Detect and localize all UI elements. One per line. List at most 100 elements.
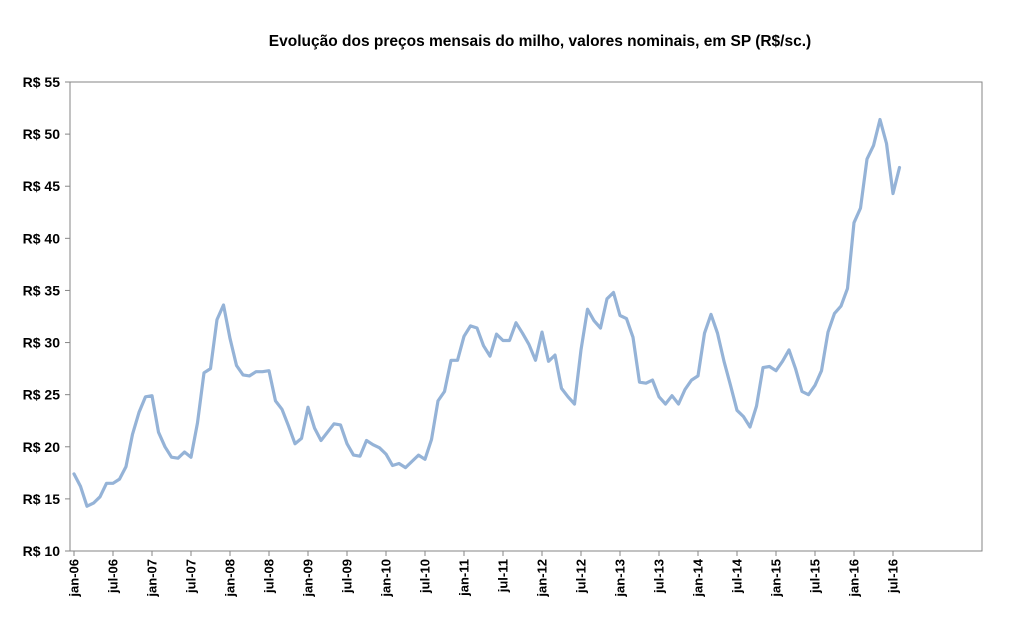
data-point <box>72 472 76 476</box>
data-point <box>852 221 856 224</box>
data-point <box>709 313 713 316</box>
data-point <box>599 326 602 330</box>
data-point <box>371 443 375 446</box>
data-point <box>774 369 778 372</box>
data-point <box>326 431 329 434</box>
y-tick-label: R$ 25 <box>23 387 61 403</box>
chart-title: Evolução dos preços mensais do milho, va… <box>268 33 812 50</box>
y-tick-label: R$ 45 <box>23 178 61 194</box>
data-point <box>261 370 264 373</box>
x-tick-label: jan-11 <box>457 559 472 597</box>
data-point <box>547 360 550 363</box>
data-point <box>293 442 297 445</box>
x-tick-label: jul-09 <box>340 559 355 594</box>
data-point <box>690 378 693 382</box>
data-point <box>573 402 576 406</box>
x-tick-label: jul-06 <box>106 559 121 594</box>
data-point <box>514 321 518 324</box>
data-point <box>339 423 342 427</box>
data-point <box>755 404 758 408</box>
data-point <box>553 353 557 357</box>
data-point <box>92 501 95 505</box>
data-point <box>495 333 498 336</box>
data-point <box>696 374 700 378</box>
data-point <box>839 304 843 308</box>
data-point <box>735 409 739 412</box>
x-tick-label: jan-12 <box>535 559 550 598</box>
x-tick-label: jul-13 <box>652 559 667 594</box>
data-point <box>287 424 290 428</box>
data-point <box>482 344 485 347</box>
data-point <box>651 378 654 382</box>
x-tick-label: jan-09 <box>301 559 316 598</box>
data-point <box>716 332 719 335</box>
data-point <box>488 354 492 358</box>
x-tick-label: jul-11 <box>496 559 511 593</box>
x-tick-label: jan-10 <box>379 559 394 598</box>
data-point <box>124 465 128 468</box>
data-point <box>365 439 368 442</box>
data-point <box>436 399 440 403</box>
data-point <box>248 374 251 378</box>
data-point <box>722 360 726 363</box>
series-line <box>72 117 902 508</box>
data-point <box>768 365 771 368</box>
data-point <box>644 382 648 385</box>
data-point <box>781 360 784 363</box>
data-point <box>332 422 336 425</box>
data-point <box>592 319 596 322</box>
x-tick-label: jul-08 <box>262 559 277 594</box>
x-tick-label: jul-16 <box>886 559 901 594</box>
data-point <box>384 452 388 456</box>
data-point <box>540 330 544 334</box>
data-point <box>579 348 583 352</box>
data-point <box>443 390 446 393</box>
x-tick-label: jan-13 <box>613 559 628 598</box>
data-point <box>235 364 238 367</box>
y-tick-label: R$ 30 <box>23 335 61 351</box>
y-tick-label: R$ 35 <box>23 282 61 298</box>
data-point <box>157 431 160 434</box>
data-point <box>254 370 258 373</box>
x-axis: jan-06 jul-06 jan-07 jul-07 jan-08 jul-08 jan-… <box>67 551 901 598</box>
series-group <box>72 117 902 508</box>
data-point <box>794 367 797 370</box>
plot-area-border <box>69 81 983 552</box>
data-point <box>196 421 199 424</box>
data-point <box>683 388 687 391</box>
data-point <box>300 437 303 440</box>
data-point <box>605 297 609 300</box>
data-point <box>118 477 121 481</box>
data-point <box>891 192 895 195</box>
data-point <box>566 395 570 398</box>
x-tick-label: jan-16 <box>847 559 862 598</box>
y-tick-label: R$ 10 <box>23 543 61 559</box>
data-point <box>183 450 186 454</box>
data-point <box>742 415 745 418</box>
data-point <box>865 157 869 161</box>
data-point <box>508 339 511 342</box>
data-point <box>456 359 459 362</box>
data-point <box>170 456 173 459</box>
y-tick-label: R$ 40 <box>23 230 61 246</box>
data-point <box>677 402 680 406</box>
data-point <box>703 332 706 335</box>
data-point <box>189 456 193 459</box>
data-point <box>826 330 830 334</box>
data-point <box>820 369 823 372</box>
data-point <box>241 373 245 377</box>
data-point <box>807 393 810 396</box>
data-point <box>111 482 115 485</box>
data-point <box>150 394 154 397</box>
data-point <box>612 291 615 294</box>
data-point <box>898 166 901 169</box>
data-point <box>670 394 674 397</box>
data-point <box>404 466 407 469</box>
data-point <box>79 485 82 488</box>
x-tick-label: jul-15 <box>808 559 823 594</box>
data-point <box>761 366 765 369</box>
data-point <box>352 453 355 457</box>
x-tick-label: jan-08 <box>223 559 238 598</box>
data-point <box>631 336 635 339</box>
